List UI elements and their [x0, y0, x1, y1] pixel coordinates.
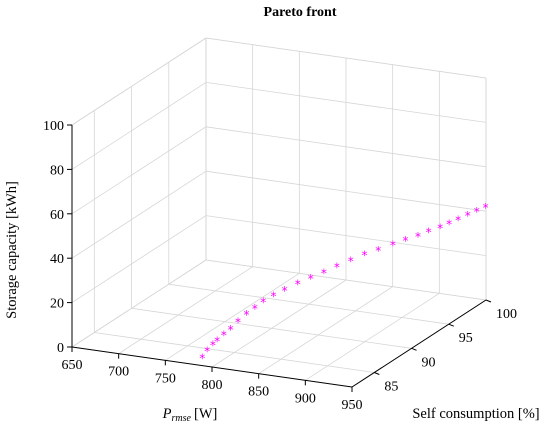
data-point: * [214, 334, 220, 348]
data-point: * [437, 221, 443, 235]
floor-grid-line [94, 332, 375, 373]
z-tick-label: 100 [43, 119, 64, 134]
data-point: * [221, 329, 227, 343]
x-tick-label: 950 [342, 398, 363, 413]
data-point: * [375, 244, 381, 258]
data-point: * [308, 272, 314, 286]
left-wall-grid-line [71, 126, 207, 215]
data-point: * [243, 308, 249, 322]
data-point: * [403, 234, 409, 248]
data-point: * [235, 315, 241, 329]
data-point: * [260, 296, 266, 310]
back-wall-grid-line [205, 82, 487, 123]
data-point: * [465, 209, 471, 223]
tick-layer: 650 700 750 800 850 900 950 85 90 95 100 0 20 40 60 80 1… [43, 119, 517, 413]
y-tick-label: 90 [422, 355, 436, 370]
x-tick-label: 850 [248, 385, 269, 400]
data-point: * [252, 302, 258, 316]
box-edge [71, 37, 207, 126]
z-axis-label: Storage capacity [kWh] [4, 181, 20, 319]
chart-title: Pareto front [264, 5, 337, 20]
axis-layer [71, 125, 487, 388]
data-point: * [348, 255, 354, 269]
data-point: * [361, 249, 367, 263]
y-tick-label: 85 [384, 380, 398, 395]
floor-grid-line [131, 307, 412, 349]
left-wall-grid-line [71, 82, 207, 170]
data-point: * [334, 261, 340, 275]
data-point: * [415, 230, 421, 244]
x-axis-label-sub: rmse [172, 413, 192, 424]
data-point: * [228, 323, 234, 337]
y-tick-mark [374, 372, 380, 375]
x-tick-label: 900 [295, 391, 316, 406]
data-point: * [282, 284, 288, 298]
z-tick-label: 40 [50, 252, 64, 267]
data-point: * [390, 238, 396, 252]
z-tick-label: 80 [50, 163, 64, 178]
left-wall-grid-line [71, 170, 207, 259]
y-tick-label: 95 [459, 331, 473, 346]
y-tick-mark [411, 347, 417, 351]
y-tick-label: 100 [496, 307, 517, 322]
label-layer: Storage capacity [kWh] Prmse [W] Self con… [4, 181, 540, 424]
back-wall-grid-line [205, 215, 487, 256]
x-tick-label: 700 [108, 365, 129, 380]
y-tick-mark [485, 299, 492, 303]
box-edge [205, 37, 487, 79]
floor-grid-line [118, 266, 253, 355]
data-point: * [199, 352, 205, 366]
data-point: * [455, 213, 461, 227]
y-tick-mark [448, 323, 454, 327]
back-wall-grid-line [205, 170, 487, 212]
data-point: * [474, 205, 480, 219]
x-axis-label-unit: [W] [194, 406, 217, 422]
data-point: * [483, 201, 489, 215]
left-wall-grid-line [71, 259, 207, 348]
data-point: * [270, 290, 276, 304]
x-tick-label: 650 [62, 358, 83, 373]
y-axis-label: Self consumption [%] [412, 406, 539, 422]
data-point: * [321, 266, 327, 280]
grid-layer [71, 37, 487, 388]
back-wall-grid-line [205, 126, 487, 168]
z-tick-label: 0 [57, 341, 64, 356]
left-wall-grid-line [71, 215, 207, 303]
x-tick-label: 750 [155, 371, 176, 386]
floor-grid-line [168, 283, 449, 325]
x-axis-label: Prmse [W] [162, 406, 218, 424]
z-tick-label: 20 [50, 297, 64, 312]
z-tick-label: 60 [50, 208, 64, 223]
data-point: * [204, 344, 210, 358]
data-point: * [210, 338, 216, 352]
x-axis-label-main: P [162, 406, 172, 422]
data-point: * [295, 277, 301, 291]
data-point: * [426, 226, 432, 240]
points-layer: ** ** * *** * * * * * * * * * * * * * * * * * * * * * [199, 201, 488, 365]
data-point: * [446, 217, 452, 231]
back-wall-grid-line [205, 259, 487, 301]
x-tick-label: 800 [202, 378, 223, 393]
